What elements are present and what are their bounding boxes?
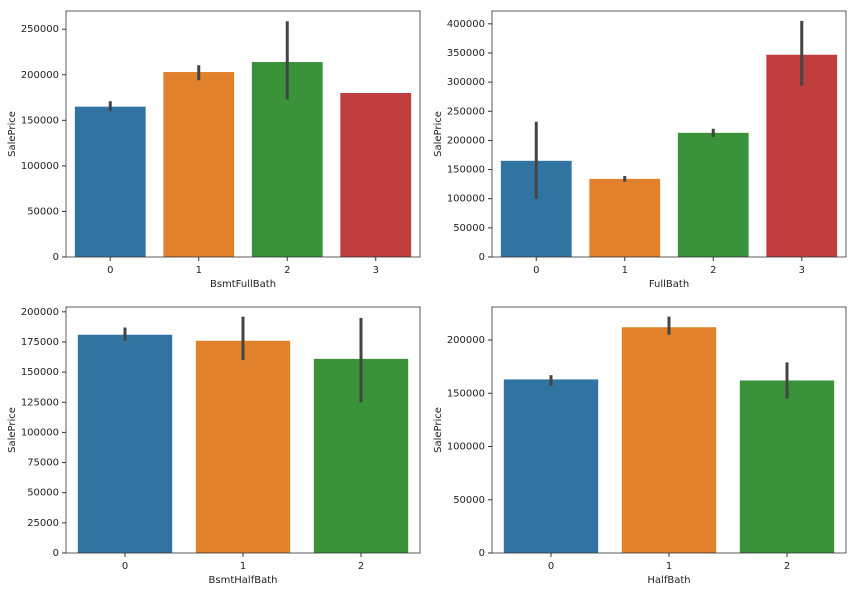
bar [195,340,291,553]
y-tick-label: 150000 [21,115,59,126]
x-tick-label: 1 [196,265,202,276]
x-tick-label: 0 [122,561,128,572]
x-axis-label: BsmtFullBath [210,279,276,290]
plot-frame [491,306,847,554]
y-tick-label: 175000 [21,337,59,348]
y-tick-label: 150000 [21,367,59,378]
x-tick-label: 0 [548,561,554,572]
y-tick-label: 25000 [27,518,59,529]
y-tick-label: 50000 [27,488,59,499]
y-axis-label: SalePrice [7,407,18,453]
y-tick-label: 150000 [447,388,485,399]
x-axis-label: HalfBath [647,575,690,586]
y-tick-label: 300000 [447,77,485,88]
plot-frame [491,10,847,258]
y-tick-label: 100000 [21,161,59,172]
bar [739,380,835,553]
y-tick-label: 200000 [21,70,59,81]
y-tick-label: 0 [479,548,485,559]
bar [77,334,173,553]
plot-frame [65,10,421,258]
y-tick-label: 50000 [453,495,485,506]
bar [503,379,599,553]
y-tick-label: 200000 [447,135,485,146]
y-tick-label: 0 [53,252,59,263]
x-tick-label: 2 [784,561,790,572]
y-tick-label: 400000 [447,19,485,30]
x-tick-label: 2 [284,265,290,276]
y-tick-label: 100000 [21,427,59,438]
y-tick-label: 100000 [447,194,485,205]
y-tick-label: 75000 [27,458,59,469]
x-axis-label: FullBath [649,279,689,290]
y-tick-label: 200000 [447,335,485,346]
bar [621,327,717,553]
y-axis-label: SalePrice [433,111,444,157]
x-tick-label: 3 [799,265,805,276]
y-tick-label: 0 [53,548,59,559]
bar [766,54,838,257]
y-tick-label: 250000 [447,106,485,117]
x-tick-label: 2 [710,265,716,276]
x-tick-label: 0 [533,265,539,276]
x-tick-label: 2 [358,561,364,572]
y-tick-label: 0 [479,252,485,263]
bar [589,178,661,257]
y-axis-label: SalePrice [7,111,18,157]
y-tick-label: 150000 [447,165,485,176]
bar [74,106,146,258]
y-tick-label: 50000 [27,206,59,217]
bar [677,132,749,257]
bar [163,72,235,258]
y-tick-label: 50000 [453,223,485,234]
plot-frame [65,306,421,554]
y-tick-label: 200000 [21,307,59,318]
x-tick-label: 1 [240,561,246,572]
y-tick-label: 125000 [21,397,59,408]
x-tick-label: 1 [622,265,628,276]
y-tick-label: 350000 [447,48,485,59]
y-tick-label: 250000 [21,24,59,35]
x-tick-label: 1 [666,561,672,572]
y-tick-label: 100000 [447,442,485,453]
x-axis-label: BsmtHalfBath [209,575,278,586]
bar [340,93,412,257]
x-tick-label: 3 [373,265,379,276]
x-tick-label: 0 [107,265,113,276]
y-axis-label: SalePrice [433,407,444,453]
